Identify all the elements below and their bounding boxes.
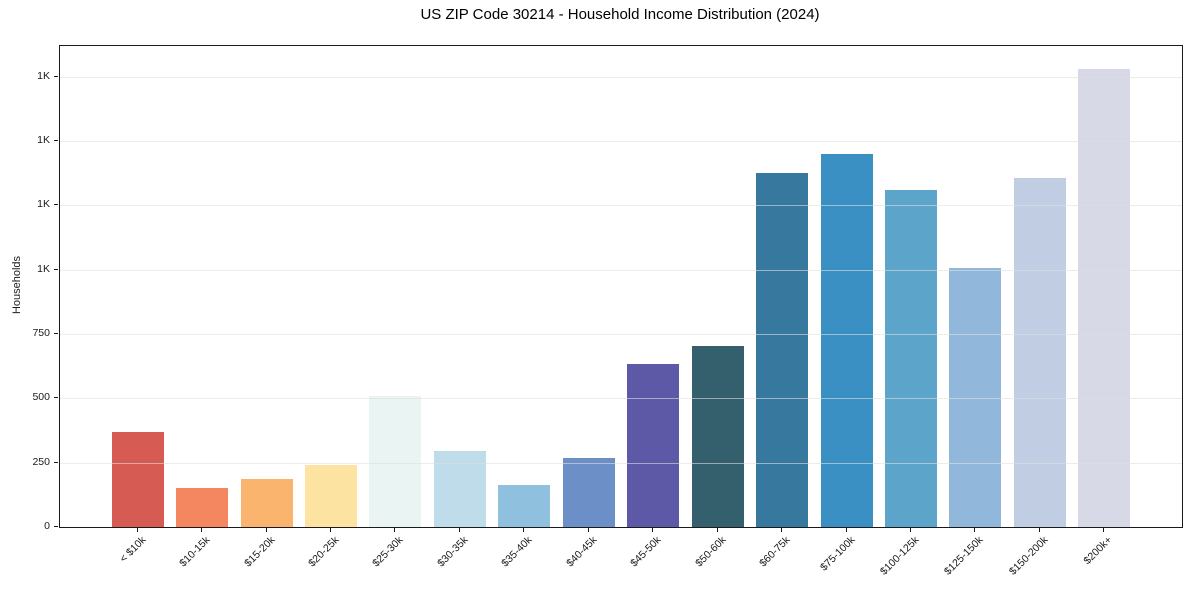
bar-$45-50k [627,363,680,527]
y-tick-mark [54,204,58,206]
y-tick-label: 250 [32,455,50,468]
bar-$35-40k [498,484,551,527]
y-tick-mark [54,461,58,463]
bar-$150-200k [1013,178,1066,527]
y-tick-label: 750 [32,327,50,340]
gridline [60,141,1182,143]
x-tick-mark [845,528,847,532]
gridline [60,76,1182,78]
bar-$25-30k [369,395,422,527]
x-tick-mark [716,528,718,532]
x-tick-mark [1038,528,1040,532]
y-tick-label: 1K [37,262,50,275]
x-tick-mark [394,528,396,532]
x-tick-mark [974,528,976,532]
x-tick-mark [458,528,460,532]
y-tick-mark [54,75,58,77]
bar-$20-25k [304,465,357,527]
chart-title: US ZIP Code 30214 - Household Income Dis… [420,6,820,23]
gridline [60,334,1182,336]
y-tick-label: 0 [44,520,50,532]
x-tick-mark [587,528,589,532]
x-tick-mark [910,528,912,532]
y-tick-label: 1K [37,69,50,82]
gridline [60,462,1182,464]
x-tick-mark [652,528,654,532]
x-tick-mark [136,528,138,532]
y-tick-mark [54,268,58,270]
bar-$10-15k [176,488,229,527]
gridline [60,398,1182,400]
bar-$200k+ [1078,69,1131,527]
y-tick-mark [54,397,58,399]
y-tick-mark [54,333,58,335]
gridline [60,269,1182,271]
bar-$40-45k [562,457,615,527]
y-tick-label: 1K [37,198,50,211]
y-tick-label: 1K [37,134,50,147]
y-axis-label: Households [11,255,23,315]
plot-area [59,45,1183,528]
bar-$60-75k [756,173,809,527]
bar-$15-20k [240,479,293,527]
bar-$125-150k [949,268,1002,527]
x-tick-mark [781,528,783,532]
x-tick-mark [201,528,203,532]
bar-$75-100k [820,154,873,527]
bar-$30-35k [433,451,486,527]
bar-$50-60k [691,345,744,527]
bar-$100-125k [885,190,938,527]
x-tick-mark [265,528,267,532]
gridline [60,205,1182,207]
x-tick-mark [523,528,525,532]
x-tick-label: < $10k [117,534,149,565]
y-tick-label: 500 [32,391,50,404]
y-tick-mark [54,526,58,527]
bar-< $10k [111,431,164,527]
x-tick-mark [329,528,331,532]
y-tick-mark [54,140,58,142]
x-tick-mark [1103,528,1105,532]
